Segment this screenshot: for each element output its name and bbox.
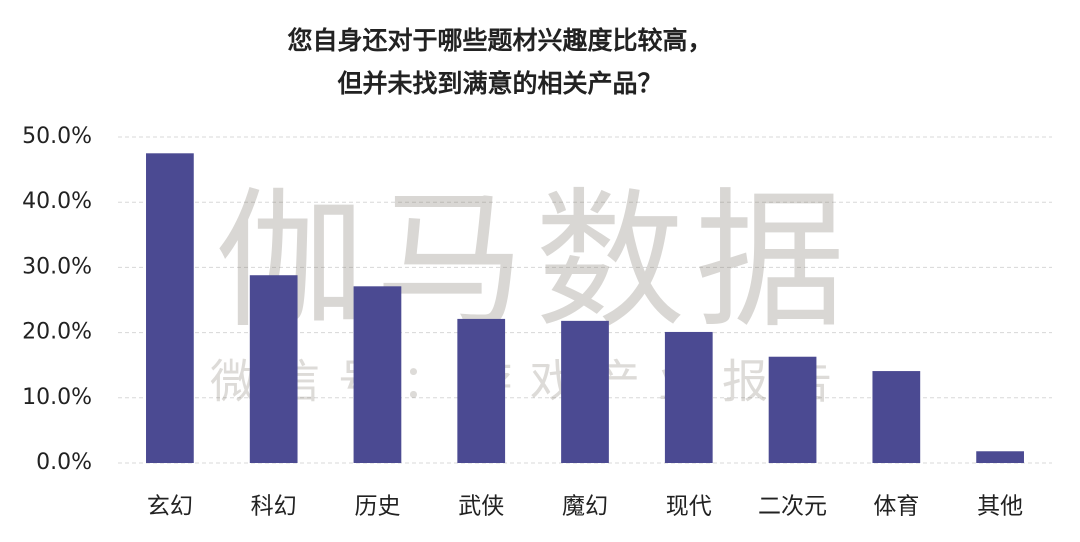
x-tick-label: 其他 xyxy=(977,494,1023,520)
bar xyxy=(561,320,609,463)
y-tick-label: 50.0% xyxy=(22,124,92,149)
bar xyxy=(249,275,298,463)
watermark-sub: 微信号：游戏产业报告 xyxy=(210,355,850,409)
bar xyxy=(976,451,1024,463)
x-tick-label: 魔幻 xyxy=(562,494,608,520)
x-tick-label: 武侠 xyxy=(458,494,504,520)
bar xyxy=(353,286,402,463)
x-tick-label: 二次元 xyxy=(758,494,827,520)
y-tick-label: 20.0% xyxy=(22,320,92,345)
x-tick-label: 科幻 xyxy=(251,494,297,520)
chart-title-line-1: 您自身还对于哪些题材兴趣度比较高， xyxy=(287,26,712,55)
x-tick-label: 玄幻 xyxy=(147,494,193,520)
bar xyxy=(768,356,817,463)
y-tick-label: 40.0% xyxy=(22,189,92,214)
bar xyxy=(146,153,194,464)
x-tick-label: 历史 xyxy=(354,494,400,520)
x-tick-label: 体育 xyxy=(873,494,919,520)
y-tick-label: 0.0% xyxy=(36,450,92,475)
x-tick-label: 现代 xyxy=(666,494,712,520)
y-tick-label: 30.0% xyxy=(22,254,92,279)
chart-title-line-2: 但并未找到满意的相关产品？ xyxy=(337,69,662,98)
bar xyxy=(872,371,921,463)
watermark: 伽马数据 xyxy=(215,175,855,349)
y-tick-label: 10.0% xyxy=(22,385,92,410)
bar xyxy=(457,318,506,463)
bar xyxy=(664,331,713,463)
